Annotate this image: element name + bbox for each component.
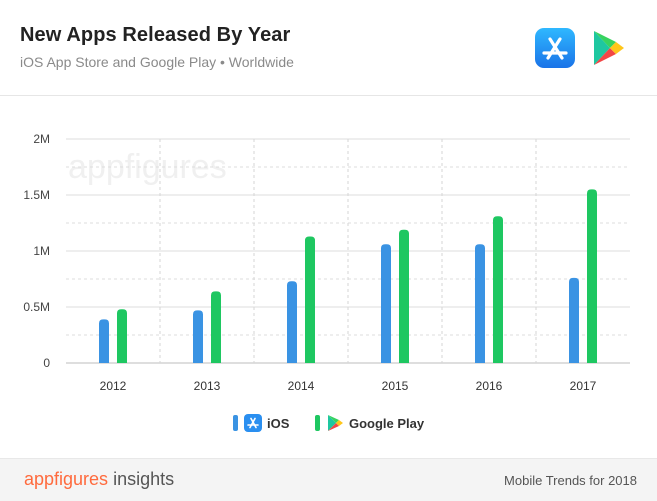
legend-label-google-play: Google Play [349, 415, 425, 431]
app-store-icon [535, 28, 575, 68]
bar-ios-2017 [569, 277, 579, 363]
y-tick-label: 1.5M [23, 188, 50, 202]
legend-label-ios: iOS [267, 415, 290, 431]
bar-ios-2012 [99, 319, 109, 363]
chart-legend: iOS Google Play [0, 412, 657, 434]
footer: appfigures insights Mobile Trends for 20… [0, 458, 657, 501]
x-tick-label: 2015 [382, 379, 409, 393]
bar-ios-2013 [193, 310, 203, 363]
google-play-icon [328, 415, 343, 431]
bar-ios-2015 [381, 244, 391, 363]
brand-logo: appfigures insights [24, 469, 174, 490]
chart-title: New Apps Released By Year [20, 24, 291, 46]
x-tick-label: 2012 [100, 379, 127, 393]
brand-name: appfigures [24, 469, 109, 489]
bar-google-play-2012 [117, 309, 127, 363]
bar-google-play-2014 [305, 236, 315, 363]
x-tick-label: 2017 [570, 379, 597, 393]
bar-google-play-2013 [211, 291, 221, 363]
bar-google-play-2016 [493, 216, 503, 363]
footer-note: Mobile Trends for 2018 [504, 473, 637, 488]
bar-google-play-2015 [399, 229, 409, 363]
x-tick-label: 2013 [194, 379, 221, 393]
chart-header: New Apps Released By Year iOS App Store … [0, 0, 657, 96]
brand-suffix: insights [113, 469, 175, 489]
x-tick-label: 2016 [476, 379, 503, 393]
bar-ios-2014 [287, 281, 297, 363]
google-play-icon [588, 28, 628, 68]
y-tick-label: 0 [43, 356, 50, 370]
legend-swatch-google-play [315, 415, 320, 431]
legend-item-google-play: Google Play [315, 412, 424, 434]
y-tick-label: 2M [33, 132, 50, 146]
x-tick-label: 2014 [288, 379, 315, 393]
bar-ios-2016 [475, 244, 485, 363]
chart-subtitle: iOS App Store and Google Play • Worldwid… [20, 54, 294, 70]
legend-item-ios: iOS [233, 412, 289, 434]
legend-swatch-ios [233, 415, 238, 431]
app-store-icon [244, 414, 262, 432]
y-tick-label: 0.5M [23, 300, 50, 314]
y-tick-label: 1M [33, 244, 50, 258]
bar-google-play-2017 [587, 189, 597, 363]
